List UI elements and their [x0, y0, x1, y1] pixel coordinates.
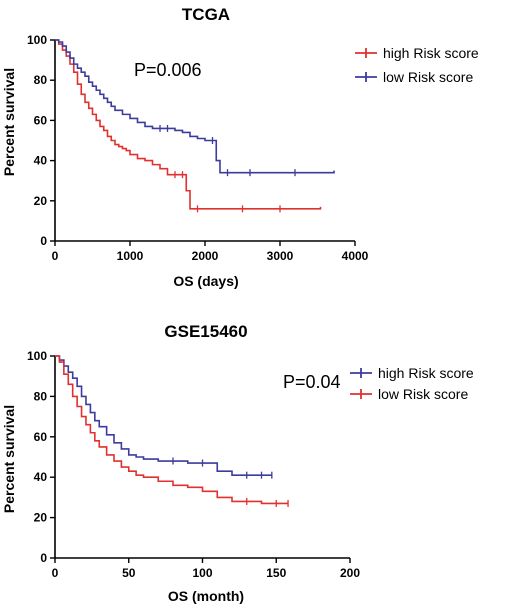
tcga-curves: [55, 39, 335, 213]
tcga-ylabel: Percent survival: [1, 68, 17, 176]
gse15460-x-tick-label: 50: [122, 566, 136, 580]
gse15460-axes: 0 20 40 60 80 100 0 50 100 150 200: [27, 349, 360, 580]
tcga-y-tick-label: 80: [34, 73, 48, 87]
gse15460-x-tick-label: 100: [192, 566, 212, 580]
gse15460-p-value: P=0.04: [283, 372, 341, 392]
tcga-y-tick-label: 20: [34, 194, 48, 208]
gse15460-curves: [55, 355, 289, 507]
gse15460-y-tick-label: 80: [34, 389, 48, 403]
tcga-title: TCGA: [182, 5, 230, 24]
gse15460-panel: GSE15460 Percent survival OS (month) P=0…: [1, 322, 474, 604]
gse15460-x-tick-label: 200: [340, 566, 360, 580]
tcga-y-tick-label: 0: [40, 234, 47, 248]
tcga-legend-label-1: high Risk score: [383, 45, 479, 61]
tcga-legend-label-2: low Risk score: [383, 69, 473, 85]
gse15460-ylabel: Percent survival: [1, 405, 17, 513]
gse15460-y-tick-label: 40: [34, 470, 48, 484]
gse15460-curve-2: [55, 355, 289, 505]
tcga-y-tick-label: 100: [27, 33, 47, 47]
tcga-y-tick-label: 40: [34, 154, 48, 168]
tcga-p-value: P=0.006: [134, 60, 202, 80]
gse15460-legend: high Risk score low Risk score: [350, 365, 474, 402]
tcga-x-tick-label: 3000: [267, 249, 294, 263]
tcga-y-tick-label: 60: [34, 113, 48, 127]
gse15460-y-tick-label: 0: [40, 551, 47, 565]
tcga-legend: high Risk score low Risk score: [355, 45, 479, 85]
tcga-xlabel: OS (days): [173, 273, 238, 289]
tcga-panel: TCGA Percent survival OS (days) P=0.006 …: [1, 5, 479, 289]
tcga-x-tick-label: 2000: [192, 249, 219, 263]
tcga-x-tick-label: 4000: [342, 249, 369, 263]
gse15460-x-tick-label: 0: [52, 566, 59, 580]
gse15460-legend-label-1: high Risk score: [378, 365, 474, 381]
gse15460-title: GSE15460: [164, 322, 247, 341]
tcga-x-tick-label: 1000: [117, 249, 144, 263]
gse15460-x-tick-label: 150: [266, 566, 286, 580]
gse15460-legend-label-2: low Risk score: [378, 386, 468, 402]
gse15460-y-tick-label: 60: [34, 430, 48, 444]
gse15460-xlabel: OS (month): [168, 588, 244, 604]
gse15460-y-tick-label: 100: [27, 349, 47, 363]
gse15460-y-tick-label: 20: [34, 511, 48, 525]
tcga-x-tick-label: 0: [52, 249, 59, 263]
tcga-curve-1: [55, 39, 322, 210]
gse15460-curve-1: [55, 355, 272, 476]
tcga-curve-2: [55, 39, 335, 174]
